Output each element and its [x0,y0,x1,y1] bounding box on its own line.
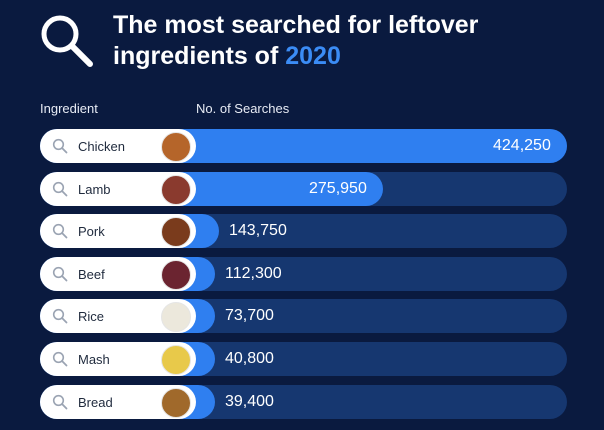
value-label: 39,400 [225,392,274,410]
ingredient-pill: Bread [40,384,196,419]
bar-row-chicken: Chicken 424,250 [40,129,568,163]
ingredient-label: Pork [78,224,105,240]
ingredient-pill: Mash [40,341,196,376]
ingredient-label: Beef [78,266,105,282]
ingredient-pill: Pork [40,214,196,249]
value-label: 112,300 [225,264,282,282]
searches-column-header: No. of Searches [196,101,290,116]
food-thumbnail [161,217,191,248]
ingredient-label: Rice [78,309,105,325]
ingredient-column-header: Ingredient [40,101,98,116]
title-line-2: ingredients of 2020 [113,41,593,72]
search-icon [52,138,68,154]
ingredient-label: Mash [78,351,110,367]
ingredient-label: Chicken [78,139,125,154]
bar-row-beef: Beef 112,300 [40,256,568,291]
search-icon [52,181,68,196]
food-thumbnail [161,174,191,205]
food-thumbnail [161,387,191,418]
bar-row-mash: Mash 40,800 [40,341,568,376]
ingredient-label: Bread [78,394,113,410]
search-icon [52,351,68,367]
ingredient-pill: Rice [40,299,196,334]
ingredient-pill: Beef [40,256,196,291]
food-thumbnail [161,344,191,375]
title-year: 2020 [285,42,341,70]
value-label: 275,950 [309,179,367,197]
ingredient-label: Lamb [78,181,111,197]
value-label: 40,800 [225,349,274,367]
value-label: 143,750 [229,222,287,240]
food-thumbnail [161,259,191,290]
bar-row-pork: Pork 143,750 [40,214,568,249]
bar-row-lamb: Lamb 275,950 [40,171,568,206]
ingredient-pill: Lamb [40,171,196,206]
search-icon [52,266,68,282]
value-label: 424,250 [493,137,551,154]
search-icon [52,224,68,239]
food-thumbnail [161,302,191,333]
bar-row-bread: Bread 39,400 [40,384,568,419]
food-thumbnail [161,132,191,162]
search-icon [52,309,68,324]
title-line-1: The most searched for leftover [113,11,479,39]
title-line-2-prefix: ingredients of [113,42,286,70]
search-icon [52,394,68,409]
value-label: 73,700 [225,307,274,325]
bar-chart: Chicken 424,250 Lamb 275,950 Pork 143,750 Beef… [40,129,568,427]
search-icon [41,15,93,67]
chart-title: The most searched for leftover ingredien… [113,10,593,72]
bar-row-rice: Rice 73,700 [40,299,568,334]
ingredient-pill: Chicken [40,129,196,163]
